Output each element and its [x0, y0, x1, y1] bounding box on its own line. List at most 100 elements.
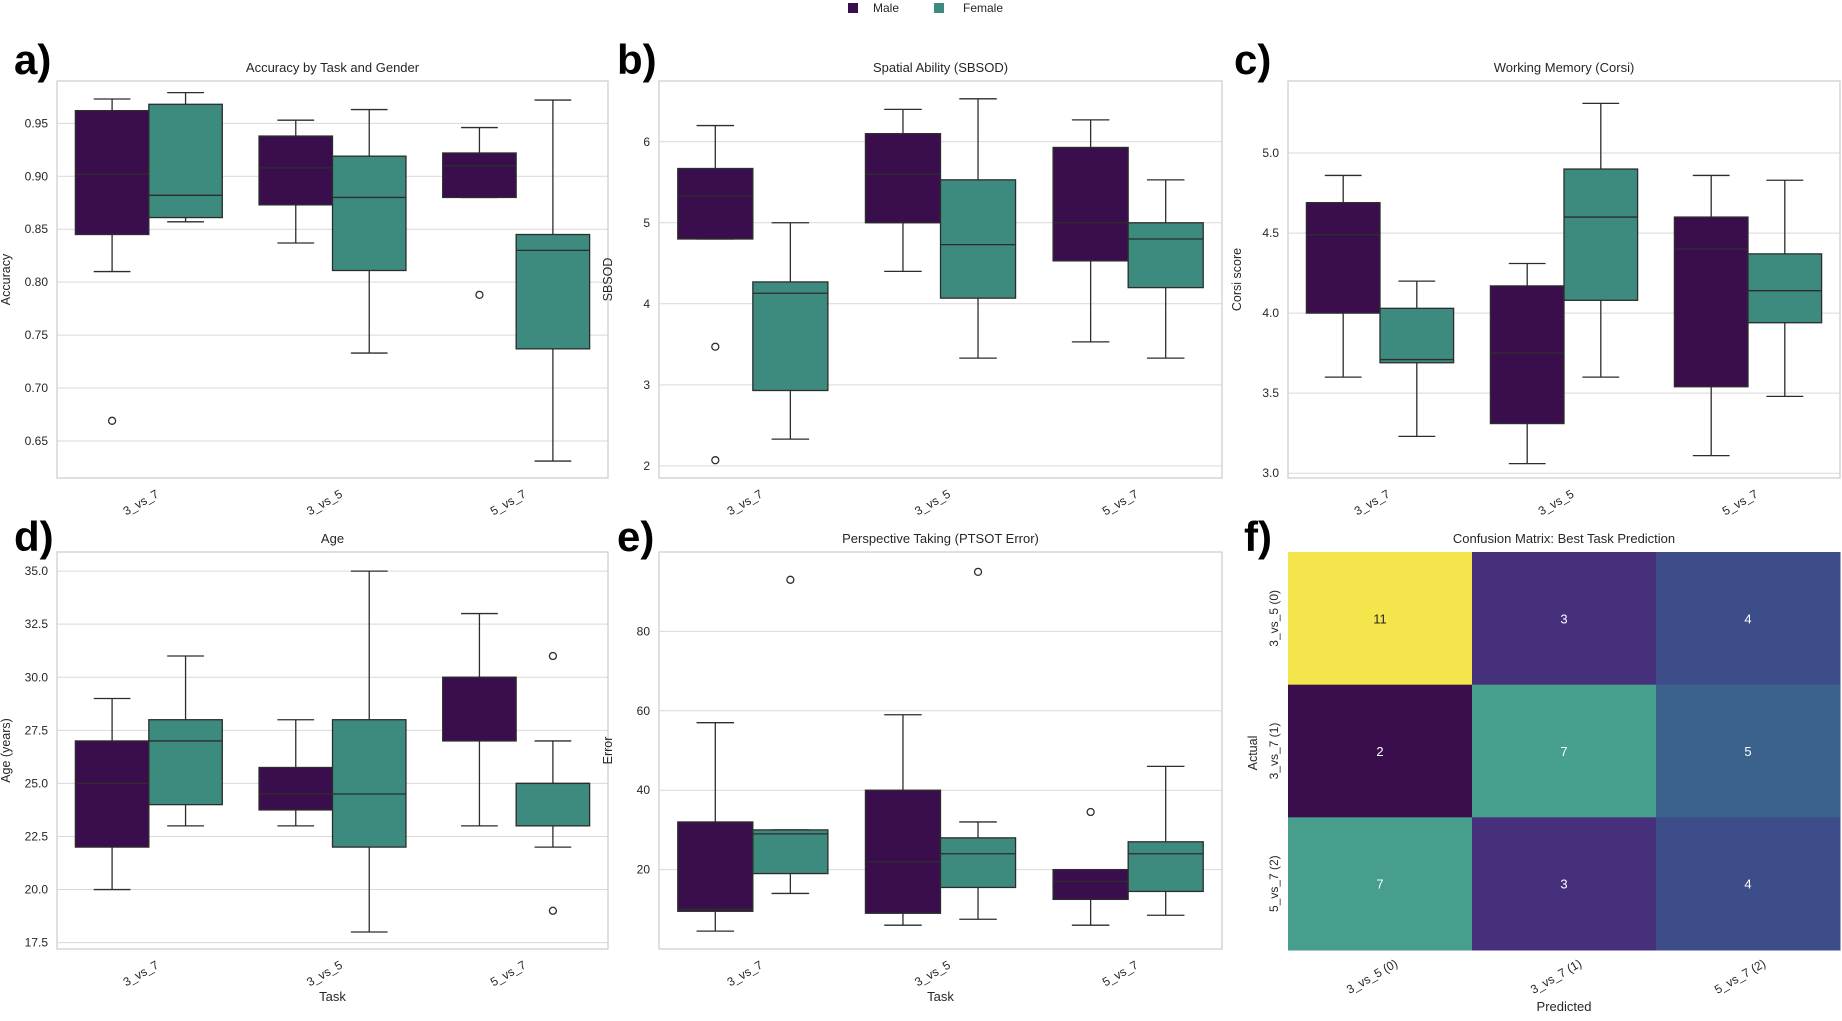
col-label: 5_vs_7 (2)	[1712, 956, 1768, 996]
y-tick-label: 4	[643, 297, 650, 311]
heatmap-cell	[1472, 817, 1657, 951]
heatmap-cell	[1472, 684, 1657, 818]
y-tick-label: 0.85	[25, 222, 49, 236]
y-tick-label: 0.65	[25, 434, 49, 448]
y-tick-label: 27.5	[25, 723, 49, 737]
outlier-point	[1086, 807, 1095, 817]
y-tick-label: 0.75	[25, 328, 49, 342]
heatmap-cell	[1288, 684, 1473, 818]
box-female	[939, 179, 1017, 299]
y-tick-label: 3	[643, 378, 650, 392]
y-tick-label: 32.5	[25, 617, 49, 631]
x-axis-label: Task	[927, 989, 954, 1004]
y-tick-label: 4.5	[1262, 226, 1279, 240]
box-male	[1052, 146, 1129, 262]
panel-label: d)	[14, 513, 54, 560]
box-female	[1127, 841, 1204, 893]
outlier-point	[107, 416, 117, 425]
cell-value: 3	[1560, 611, 1567, 626]
panel-label: a)	[14, 36, 51, 83]
x-tick-label: 5_vs_7	[1100, 487, 1141, 519]
outlier-point	[548, 651, 558, 661]
row-label: 3_vs_5 (0)	[1267, 590, 1281, 647]
legend-label-female: Female	[963, 1, 1003, 15]
box-female	[331, 719, 407, 848]
box-female	[1747, 253, 1823, 324]
axes-frame	[658, 551, 1223, 950]
box-male	[1489, 285, 1565, 425]
box-female	[1127, 222, 1204, 289]
box-female	[515, 782, 591, 827]
x-tick-label: 3_vs_5	[304, 958, 345, 990]
legend: Male Female	[848, 1, 1003, 15]
box-male	[864, 133, 942, 224]
x-tick-label: 3_vs_7	[1352, 487, 1393, 519]
box-female	[148, 719, 223, 806]
y-tick-label: 5	[643, 216, 650, 230]
x-tick-label: 3_vs_7	[121, 958, 162, 990]
box-male	[1305, 202, 1381, 314]
row-label: 3_vs_7 (1)	[1267, 723, 1281, 780]
box-female	[1563, 168, 1639, 301]
legend-swatch-male	[848, 3, 858, 13]
x-tick-label: 3_vs_7	[121, 487, 162, 519]
panel-title: Spatial Ability (SBSOD)	[873, 60, 1008, 75]
y-axis-label: Actual	[1246, 736, 1260, 771]
panel-title: Working Memory (Corsi)	[1494, 60, 1635, 75]
col-label: 3_vs_7 (1)	[1528, 956, 1584, 996]
box-female	[331, 155, 407, 272]
y-axis-label: SBSOD	[601, 258, 615, 302]
y-axis-label: Accuracy	[0, 253, 13, 305]
panel-2: 2 3 4 5 6 Spatial Ability (SBSOD) SBSOD 3_vs_7 3…	[601, 60, 1223, 519]
box-female	[148, 103, 223, 219]
x-axis-label: Task	[319, 989, 346, 1004]
panel-1: 0.65 0.70 0.75 0.80 0.85 0.90 0.95 Accuracy by …	[0, 60, 609, 519]
col-label: 3_vs_5 (0)	[1344, 956, 1400, 996]
y-tick-label: 35.0	[25, 564, 49, 578]
cell-value: 7	[1560, 744, 1567, 759]
axes-frame	[658, 80, 1223, 479]
panel-title: Confusion Matrix: Best Task Prediction	[1453, 531, 1675, 546]
panel-label: f)	[1244, 513, 1272, 560]
panel-3: 3.0 3.5 4.0 4.5 5.0 Working Memory (Corsi) Cor…	[1230, 60, 1841, 519]
y-tick-label: 20	[637, 863, 651, 877]
y-tick-label: 0.95	[25, 116, 49, 130]
heatmap-cell	[1656, 552, 1841, 686]
x-tick-label: 5_vs_7	[488, 958, 529, 990]
heatmap-cell	[1656, 684, 1841, 818]
box-male	[442, 676, 517, 742]
y-tick-label: 0.90	[25, 169, 49, 183]
panel-4: 17.5 20.0 22.5 25.0 27.5 30.0 32.5 35.0 Age Age (…	[0, 531, 609, 1004]
heatmap-cell	[1288, 552, 1473, 686]
heatmap-cell	[1472, 552, 1657, 686]
outlier-point	[548, 906, 558, 915]
box-male	[442, 152, 517, 199]
y-axis-label: Error	[601, 737, 615, 765]
heatmap-cell	[1656, 817, 1841, 951]
x-tick-label: 3_vs_7	[725, 487, 766, 519]
y-tick-label: 40	[637, 783, 651, 797]
outlier-point	[475, 290, 484, 300]
box-female	[752, 829, 829, 875]
cell-value: 4	[1744, 877, 1751, 892]
y-tick-label: 20.0	[25, 883, 49, 897]
x-tick-label: 5_vs_7	[488, 487, 529, 519]
outlier-point	[973, 567, 983, 576]
box-male	[677, 167, 754, 240]
outlier-point	[711, 342, 720, 351]
y-tick-label: 3.0	[1262, 466, 1279, 480]
y-axis-label: Age (years)	[0, 718, 13, 783]
panel-label: e)	[617, 513, 654, 560]
x-tick-label: 3_vs_5	[912, 958, 953, 990]
y-tick-label: 2	[643, 459, 650, 473]
box-female	[1379, 307, 1455, 364]
box-male	[258, 766, 334, 811]
y-tick-label: 22.5	[25, 829, 49, 843]
legend-swatch-female	[934, 3, 944, 13]
y-tick-label: 0.70	[25, 381, 49, 395]
box-male	[1052, 868, 1129, 901]
legend-label-male: Male	[873, 1, 899, 15]
box-male	[258, 135, 334, 206]
axes-frame	[56, 80, 609, 479]
y-tick-label: 60	[637, 704, 651, 718]
